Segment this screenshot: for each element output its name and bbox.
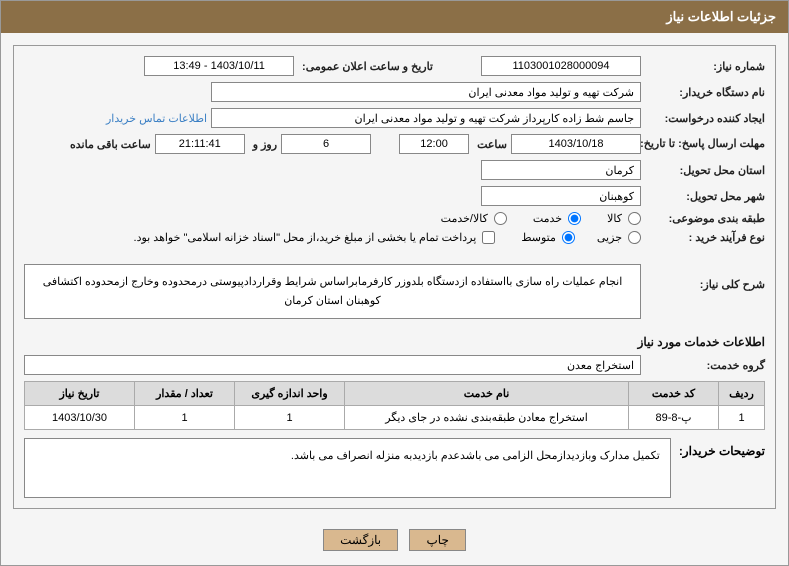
field-deadline-time: 12:00 — [399, 134, 469, 154]
field-requestor: جاسم شط زاده کارپرداز شرکت تهیه و تولید … — [211, 108, 641, 128]
panel-header: جزئیات اطلاعات نیاز — [1, 1, 788, 33]
field-buyer-notes: تکمیل مدارک وبازدیدازمحل الزامی می باشدع… — [24, 438, 671, 498]
label-city: شهر محل تحویل: — [645, 190, 765, 203]
table-row: 1 پ-8-89 استخراج معادن طبقه‌بندی نشده در… — [25, 406, 765, 430]
th-unit: واحد اندازه گیری — [235, 382, 345, 406]
cell-unit: 1 — [235, 406, 345, 430]
radio-goods-label: کالا — [607, 212, 622, 225]
field-announce-dt: 1403/10/11 - 13:49 — [144, 56, 294, 76]
services-table: ردیف کد خدمت نام خدمت واحد اندازه گیری ت… — [24, 381, 765, 430]
radio-goods-input[interactable] — [628, 212, 641, 225]
details-fieldset: شماره نیاز: 1103001028000094 تاریخ و ساع… — [13, 45, 776, 509]
back-button[interactable]: بازگشت — [323, 529, 398, 551]
field-city: کوهبنان — [481, 186, 641, 206]
radio-medium-label: متوسط — [521, 231, 556, 244]
radio-medium-input[interactable] — [562, 231, 575, 244]
checkbox-payment-input[interactable] — [482, 231, 495, 244]
th-date: تاریخ نیاز — [25, 382, 135, 406]
th-code: کد خدمت — [629, 382, 719, 406]
table-header-row: ردیف کد خدمت نام خدمت واحد اندازه گیری ت… — [25, 382, 765, 406]
field-days-left: 6 — [281, 134, 371, 154]
field-service-group: استخراج معدن — [24, 355, 641, 375]
checkbox-payment[interactable]: پرداخت تمام یا بخشی از مبلغ خرید،از محل … — [134, 231, 496, 244]
field-province: کرمان — [481, 160, 641, 180]
radio-service-input[interactable] — [568, 212, 581, 225]
label-category: طبقه بندی موضوعی: — [645, 212, 765, 225]
label-buyer-notes: توضیحات خریدار: — [679, 438, 765, 498]
radio-goods[interactable]: کالا — [607, 212, 641, 225]
label-province: استان محل تحویل: — [645, 164, 765, 177]
radio-minor-label: جزیی — [597, 231, 622, 244]
label-days-and: روز و — [249, 138, 277, 151]
cell-row: 1 — [719, 406, 765, 430]
label-deadline-2: تا تاریخ: — [640, 138, 675, 150]
field-general-desc: انجام عملیات راه سازی بااستفاده ازدستگاه… — [24, 264, 641, 319]
label-deadline: مهلت ارسال پاسخ: تا تاریخ: — [645, 137, 765, 151]
link-contact-buyer[interactable]: اطلاعات تماس خریدار — [106, 112, 207, 125]
radio-minor-input[interactable] — [628, 231, 641, 244]
radio-minor[interactable]: جزیی — [597, 231, 641, 244]
radio-service[interactable]: خدمت — [533, 212, 581, 225]
panel-title: جزئیات اطلاعات نیاز — [666, 9, 776, 24]
field-time-left: 21:11:41 — [155, 134, 245, 154]
label-need-no: شماره نیاز: — [645, 60, 765, 73]
cell-date: 1403/10/30 — [25, 406, 135, 430]
panel-body: AriaTender.net شماره نیاز: 1103001028000… — [1, 33, 788, 565]
checkbox-payment-label: پرداخت تمام یا بخشی از مبلغ خرید،از محل … — [134, 231, 477, 244]
label-general-desc: شرح کلی نیاز: — [645, 264, 765, 291]
label-requestor: ایجاد کننده درخواست: — [645, 112, 765, 125]
cell-qty: 1 — [135, 406, 235, 430]
radio-goods-service[interactable]: کالا/خدمت — [441, 212, 507, 225]
th-row: ردیف — [719, 382, 765, 406]
label-buyer-org: نام دستگاه خریدار: — [645, 86, 765, 99]
cell-code: پ-8-89 — [629, 406, 719, 430]
button-bar: چاپ بازگشت — [13, 521, 776, 553]
radio-goods-service-label: کالا/خدمت — [441, 212, 488, 225]
field-buyer-org: شرکت تهیه و تولید مواد معدنی ایران — [211, 82, 641, 102]
label-service-group: گروه خدمت: — [645, 359, 765, 372]
label-remaining: ساعت باقی مانده — [66, 138, 151, 151]
section-title-service-info: اطلاعات خدمات مورد نیاز — [24, 335, 765, 349]
label-deadline-1: مهلت ارسال پاسخ: — [678, 138, 765, 150]
th-name: نام خدمت — [345, 382, 629, 406]
th-qty: تعداد / مقدار — [135, 382, 235, 406]
label-time: ساعت — [473, 138, 507, 151]
label-announce-dt: تاریخ و ساعت اعلان عمومی: — [298, 60, 433, 73]
field-need-no: 1103001028000094 — [481, 56, 641, 76]
label-purchase-type: نوع فرآیند خرید : — [645, 231, 765, 244]
cell-name: استخراج معادن طبقه‌بندی نشده در جای دیگر — [345, 406, 629, 430]
radio-goods-service-input[interactable] — [494, 212, 507, 225]
print-button[interactable]: چاپ — [409, 529, 465, 551]
field-deadline-date: 1403/10/18 — [511, 134, 641, 154]
radio-medium[interactable]: متوسط — [521, 231, 575, 244]
radio-service-label: خدمت — [533, 212, 562, 225]
